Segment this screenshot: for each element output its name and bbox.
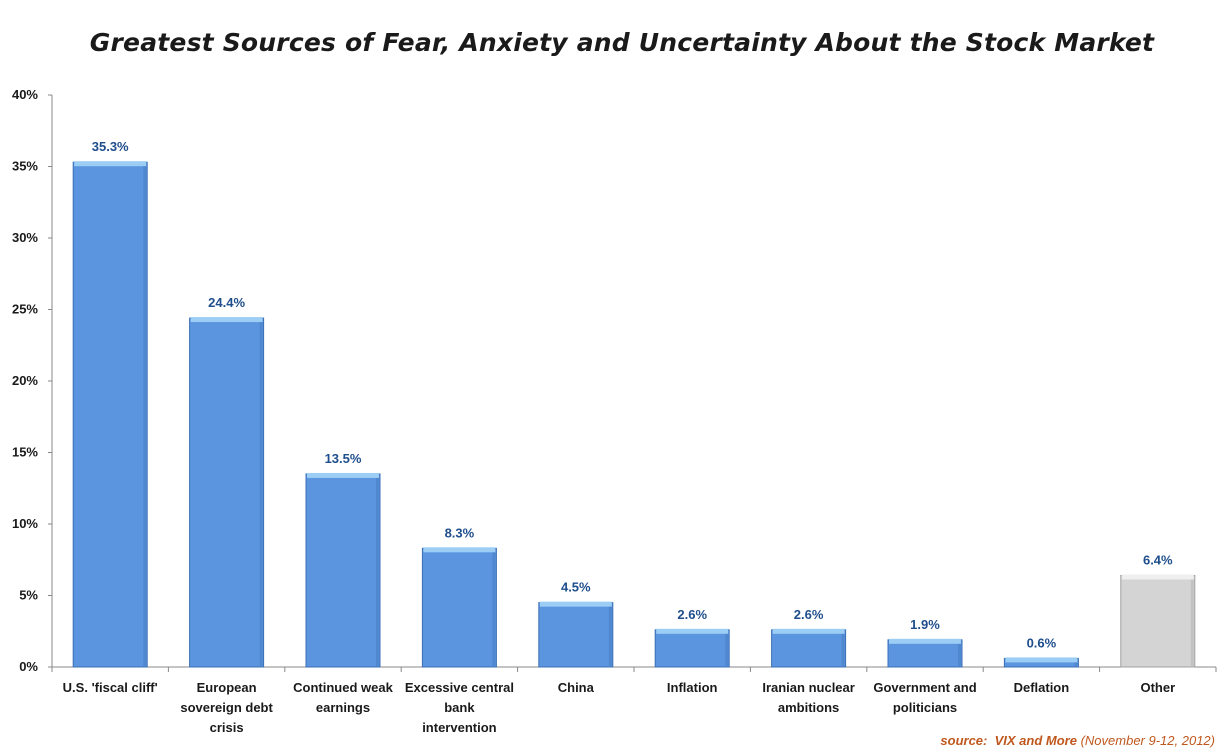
category-label-line: Continued weak bbox=[293, 680, 393, 695]
bar-top-bevel bbox=[656, 628, 729, 634]
bar-body bbox=[72, 161, 148, 668]
data-label: 13.5% bbox=[325, 451, 362, 466]
bar-shade bbox=[1074, 662, 1078, 666]
bar-body bbox=[305, 473, 381, 668]
y-tick-label: 25% bbox=[12, 302, 38, 317]
y-tick-label: 30% bbox=[12, 230, 38, 245]
category-label-line: sovereign debt bbox=[180, 700, 273, 715]
bar-body bbox=[189, 317, 265, 668]
bar-top-bevel bbox=[539, 601, 612, 607]
category-label-line: crisis bbox=[210, 720, 244, 735]
category-label-line: politicians bbox=[893, 700, 957, 715]
bar bbox=[305, 472, 381, 668]
category-label-line: Inflation bbox=[667, 680, 718, 695]
y-tick-label: 10% bbox=[12, 516, 38, 531]
y-tick-label: 40% bbox=[12, 87, 38, 102]
data-label: 1.9% bbox=[910, 617, 940, 632]
bar-top-bevel bbox=[1005, 657, 1078, 663]
bar-top-bevel bbox=[423, 547, 496, 553]
bar-shade bbox=[143, 166, 147, 666]
category-label: Inflation bbox=[667, 680, 718, 695]
y-tick-label: 5% bbox=[19, 588, 38, 603]
category-label-line: European bbox=[197, 680, 257, 695]
category-labels: U.S. 'fiscal cliff' European sovereign deb… bbox=[63, 680, 1175, 735]
bar bbox=[189, 317, 265, 668]
bar-top-bevel bbox=[772, 628, 845, 634]
bar bbox=[538, 601, 614, 668]
category-label-line: bank bbox=[444, 700, 475, 715]
bar-shade bbox=[1190, 579, 1194, 666]
bar-top-bevel bbox=[1121, 574, 1194, 580]
data-label: 2.6% bbox=[677, 607, 707, 622]
bar-top-bevel bbox=[307, 472, 379, 478]
category-label-line: Government and bbox=[873, 680, 976, 695]
bar-top-bevel bbox=[889, 638, 961, 644]
data-label: 24.4% bbox=[208, 295, 245, 310]
bar-shade bbox=[376, 477, 379, 666]
bar-body bbox=[887, 639, 963, 668]
data-label: 2.6% bbox=[794, 607, 824, 622]
y-tick-label: 15% bbox=[12, 445, 38, 460]
bar-shade bbox=[958, 643, 961, 666]
category-label-line: Excessive central bbox=[405, 680, 514, 695]
category-label: Iranian nuclear ambitions bbox=[762, 680, 854, 715]
category-label: Excessive central bank intervention bbox=[405, 680, 514, 735]
source-note: source: VIX and More (November 9-12, 201… bbox=[940, 733, 1215, 748]
bar bbox=[421, 547, 497, 668]
bar-body bbox=[421, 547, 497, 668]
bar bbox=[72, 161, 148, 668]
y-tick-label: 35% bbox=[12, 159, 38, 174]
bar bbox=[887, 638, 963, 668]
category-label: Continued weak earnings bbox=[293, 680, 393, 715]
source-name: VIX and More bbox=[994, 733, 1077, 748]
category-label-line: earnings bbox=[316, 700, 370, 715]
category-label-line: Other bbox=[1140, 680, 1175, 695]
y-tick-label: 0% bbox=[19, 659, 38, 674]
y-axis: 0% 5% 10% 15% 20% 25% 30% 35% 40% bbox=[12, 87, 53, 674]
category-label-line: Iranian nuclear bbox=[762, 680, 854, 695]
bar bbox=[771, 628, 847, 668]
data-label: 8.3% bbox=[445, 525, 475, 540]
data-label: 0.6% bbox=[1027, 635, 1057, 650]
bar-shade bbox=[492, 552, 496, 666]
data-label: 35.3% bbox=[92, 139, 129, 154]
category-label: U.S. 'fiscal cliff' bbox=[63, 680, 158, 695]
bar bbox=[1120, 574, 1196, 668]
data-labels: 35.3% 24.4% 13.5% 8.3% 4.5% 2.6% 2.6% 1.9% 0.6% 6… bbox=[92, 139, 1173, 650]
bar-body bbox=[1120, 574, 1196, 668]
bar-body bbox=[654, 629, 730, 668]
source-prefix: source: bbox=[940, 733, 988, 748]
category-label-line: ambitions bbox=[778, 700, 839, 715]
bar-body bbox=[538, 602, 614, 668]
category-label-line: U.S. 'fiscal cliff' bbox=[63, 680, 158, 695]
data-label: 6.4% bbox=[1143, 552, 1173, 567]
bar-shade bbox=[725, 633, 729, 666]
category-label: European sovereign debt crisis bbox=[180, 680, 273, 735]
category-label: China bbox=[558, 680, 595, 695]
x-axis bbox=[51, 666, 1217, 672]
category-label-line: Deflation bbox=[1014, 680, 1070, 695]
category-label: Other bbox=[1140, 680, 1175, 695]
bar-body bbox=[771, 629, 847, 668]
bars bbox=[72, 161, 1196, 668]
chart-title: Greatest Sources of Fear, Anxiety and Un… bbox=[89, 28, 1155, 57]
bar bbox=[1003, 657, 1079, 668]
data-label: 4.5% bbox=[561, 580, 591, 595]
category-label: Government and politicians bbox=[873, 680, 976, 715]
bar-top-bevel bbox=[190, 317, 263, 323]
bar-top-bevel bbox=[74, 161, 147, 167]
category-label-line: intervention bbox=[422, 720, 496, 735]
category-label-line: China bbox=[558, 680, 595, 695]
bar-shade bbox=[259, 322, 263, 666]
bar-shade bbox=[841, 633, 845, 666]
y-tick-label: 20% bbox=[12, 373, 38, 388]
source-date: (November 9-12, 2012) bbox=[1080, 733, 1215, 748]
bar-shade bbox=[608, 606, 612, 666]
category-label: Deflation bbox=[1014, 680, 1070, 695]
bar bbox=[654, 628, 730, 668]
